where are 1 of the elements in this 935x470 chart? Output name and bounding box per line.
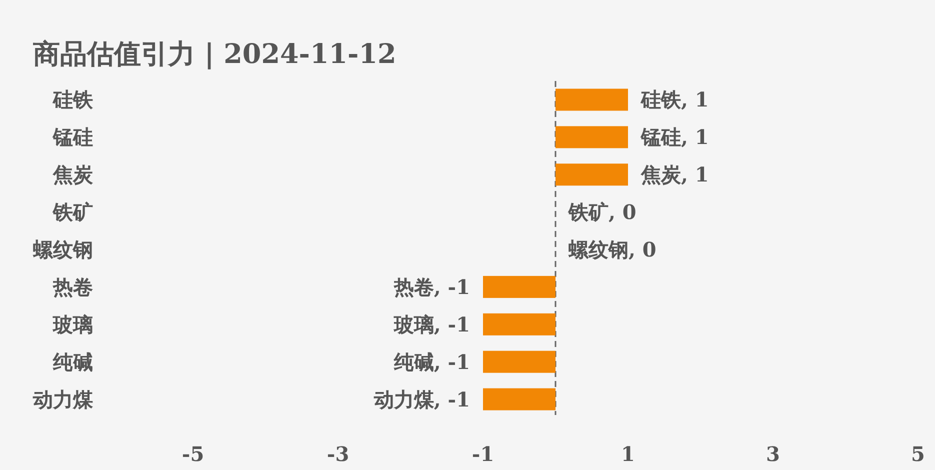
title: 商品估值引力 | 2024-11-12 [33,39,396,70]
